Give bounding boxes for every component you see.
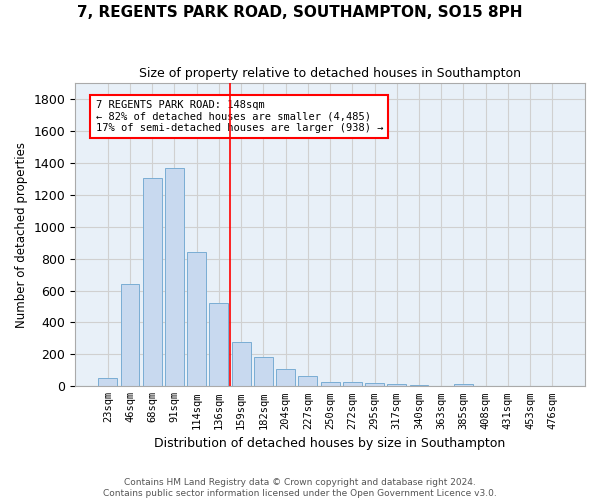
Bar (121, 284, 139, 386)
Bar (187, 252, 206, 386)
Bar (298, 376, 317, 386)
Bar (320, 382, 340, 386)
Text: 7 REGENTS PARK ROAD: 148sqm
← 82% of detached houses are smaller (4,485)
17% of : 7 REGENTS PARK ROAD: 148sqm ← 82% of det… (95, 100, 383, 133)
Bar (209, 302, 229, 386)
Bar (143, 178, 161, 386)
Bar (165, 168, 184, 386)
Title: Size of property relative to detached houses in Southampton: Size of property relative to detached ho… (139, 68, 521, 80)
Bar (454, 384, 473, 386)
Bar (365, 384, 384, 386)
Bar (98, 378, 117, 386)
Bar (410, 385, 428, 386)
Bar (343, 382, 362, 386)
Bar (254, 357, 273, 386)
Text: 7, REGENTS PARK ROAD, SOUTHAMPTON, SO15 8PH: 7, REGENTS PARK ROAD, SOUTHAMPTON, SO15 … (77, 5, 523, 20)
Bar (276, 368, 295, 386)
X-axis label: Distribution of detached houses by size in Southampton: Distribution of detached houses by size … (154, 437, 506, 450)
Y-axis label: Number of detached properties: Number of detached properties (15, 142, 28, 328)
Bar (232, 342, 251, 386)
Bar (388, 384, 406, 386)
Text: Contains HM Land Registry data © Crown copyright and database right 2024.
Contai: Contains HM Land Registry data © Crown c… (103, 478, 497, 498)
